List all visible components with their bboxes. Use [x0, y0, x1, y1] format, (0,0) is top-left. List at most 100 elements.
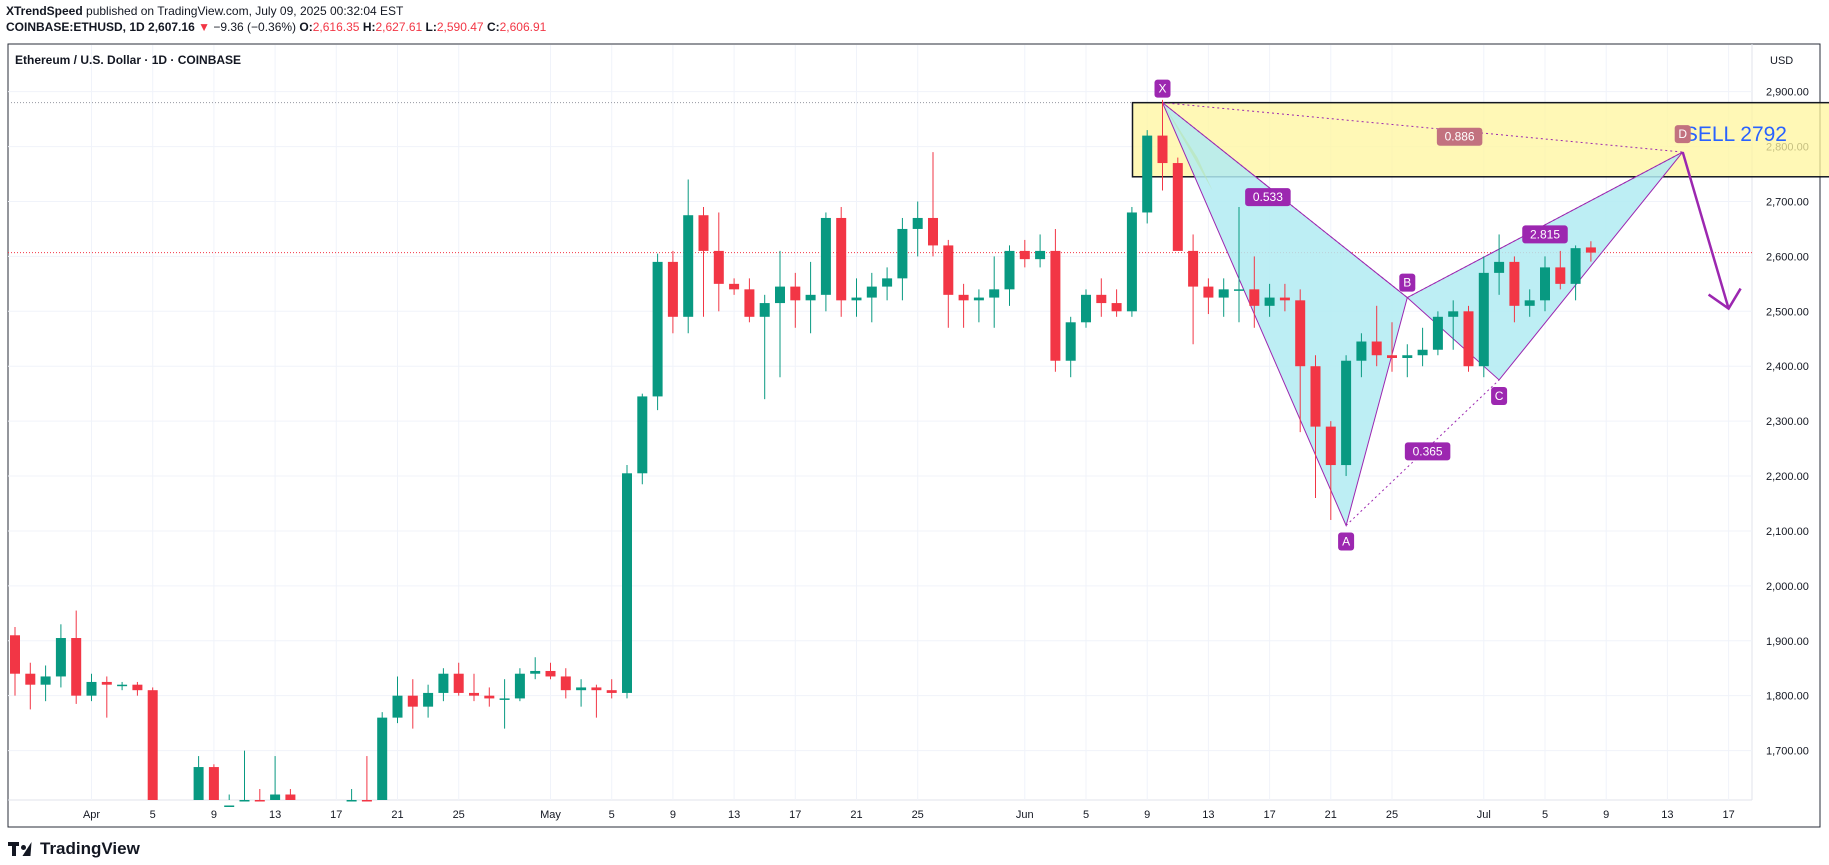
candle-body [132, 684, 143, 691]
point-c-label-text: C [1495, 389, 1504, 403]
candle [1279, 283, 1290, 312]
candle-body [1387, 355, 1397, 358]
candle-body [652, 261, 663, 397]
candle-body [698, 215, 709, 251]
candle-body [1035, 250, 1046, 260]
candle-body [224, 805, 235, 807]
candle [10, 627, 20, 696]
candle [1065, 316, 1076, 378]
high-value: 2,627.61 [375, 20, 423, 34]
price-tick-label: 2,100.00 [1766, 526, 1809, 538]
last-price: 2,607.16 [148, 20, 195, 34]
candle-body [1065, 322, 1076, 361]
point-x-label: X [1154, 79, 1171, 98]
candle [698, 206, 709, 317]
candle-body [1050, 250, 1061, 361]
candle [1203, 278, 1214, 315]
candle-body [1478, 272, 1489, 367]
change-arrow-icon: ▼ [198, 20, 210, 34]
candle-body [866, 286, 877, 298]
point-d-label: D [1674, 125, 1691, 144]
candle-body [25, 673, 36, 685]
candle-body [1402, 355, 1413, 358]
symbol-label[interactable]: COINBASE:ETHUSD, 1D [6, 20, 145, 34]
point-d-label-bg [1674, 125, 1691, 144]
candle-body [1325, 426, 1336, 466]
candle [713, 212, 724, 312]
candle-body [147, 690, 158, 800]
candle [1310, 355, 1321, 498]
candle-body [897, 228, 908, 279]
publisher-name[interactable]: XTrendSpeed [6, 4, 83, 18]
candle [25, 662, 36, 710]
candle-body [912, 217, 923, 229]
candle-body [606, 690, 617, 693]
low-label: L: [425, 20, 437, 34]
candle-body [958, 294, 969, 301]
candle-body [1142, 135, 1153, 213]
candle [606, 679, 617, 699]
candle [744, 278, 755, 323]
candle-body [1371, 341, 1382, 356]
candle [407, 679, 418, 729]
candle [1264, 283, 1275, 317]
candle-body [1341, 360, 1352, 466]
candle [224, 794, 235, 807]
time-tick-label: 17 [330, 809, 342, 821]
candle [958, 283, 969, 328]
time-tick-label: 21 [391, 809, 403, 821]
candle [469, 673, 479, 702]
candle-body [1310, 366, 1321, 427]
price-axis[interactable]: 1,700.00 1,800.00 1,900.00 2,000.00 2,100.00… [1766, 87, 1809, 758]
currency-label[interactable]: USD [1770, 55, 1793, 67]
candle-body [407, 695, 418, 707]
candle [560, 668, 571, 699]
candle [1387, 322, 1397, 372]
time-tick-label: 9 [211, 809, 217, 821]
candle [1050, 228, 1061, 372]
candle [1524, 289, 1535, 317]
price-tick-label: 2,700.00 [1766, 196, 1809, 208]
candle [132, 681, 143, 696]
candle-body [530, 670, 541, 674]
candle [55, 624, 66, 688]
tradingview-logo[interactable]: TradingView [8, 839, 140, 859]
time-tick-label: 21 [1325, 809, 1337, 821]
candle-body [1004, 250, 1015, 290]
candle [928, 152, 938, 257]
time-tick-label: 5 [150, 809, 156, 821]
candle-body [622, 473, 632, 693]
ratio-bd-label: 2.815 [1522, 225, 1568, 244]
time-tick-label: 5 [1542, 809, 1548, 821]
time-tick-label: 13 [1661, 809, 1673, 821]
candle-body [1524, 300, 1535, 306]
candle [759, 294, 770, 400]
candle-body [361, 800, 372, 802]
candle-body [667, 261, 678, 317]
open-value: 2,616.35 [312, 20, 360, 34]
candle [1325, 421, 1336, 520]
candle-body [514, 673, 525, 699]
candle [254, 789, 265, 802]
candle [438, 668, 449, 702]
candle [1234, 206, 1244, 323]
candle-body [882, 278, 893, 287]
ratio-bd-label-bg [1522, 225, 1568, 244]
candle-body [790, 286, 801, 301]
candle [1417, 327, 1428, 367]
candle [1004, 245, 1015, 306]
candle-body [1096, 294, 1107, 304]
time-tick-label: 13 [728, 809, 740, 821]
candle-body [729, 283, 740, 290]
price-tick-label: 2,900.00 [1766, 87, 1809, 99]
candle [1509, 256, 1520, 323]
candle [866, 272, 877, 323]
point-b-label: B [1399, 273, 1416, 292]
candle [1019, 239, 1030, 268]
high-label: H: [362, 20, 376, 34]
candle-body [1570, 248, 1581, 284]
candle-body [1356, 341, 1367, 361]
time-axis[interactable]: Apr 5 9 13 17 21 25 May 5 9 13 17 21 25 Jun 5 9 13 17 21 25 J… [83, 809, 1735, 821]
candle [805, 261, 816, 334]
